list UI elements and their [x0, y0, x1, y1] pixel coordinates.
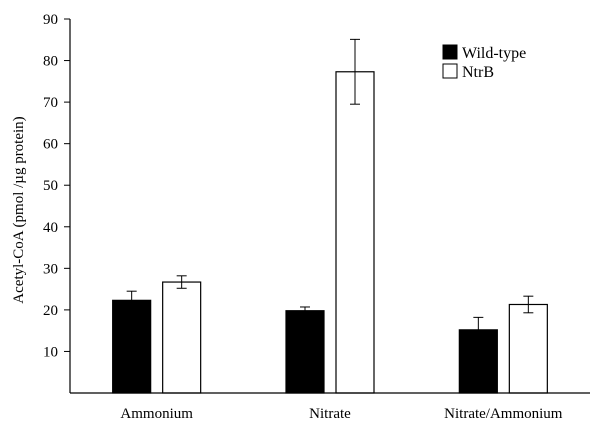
x-category-label-nitrate: Nitrate — [309, 406, 351, 422]
error-bar-wild-type-nitrate-ammonium — [473, 316, 484, 343]
error-bar-ntrb-nitrate-ammonium — [523, 295, 534, 314]
legend-swatch-ntrb — [442, 63, 458, 79]
x-category-label-ammonium: Ammonium — [120, 406, 193, 422]
y-axis-label: Acetyl-CoA (pmol /µg protein) — [11, 116, 27, 303]
y-ticks-layer: 10 20 30 40 50 60 70 80 90 — [43, 12, 70, 360]
bar-wild-type-ammonium — [112, 299, 152, 394]
y-tick-label-60: 60 — [43, 137, 58, 153]
error-bar-ntrb-nitrate — [350, 38, 360, 105]
error-bars-layer — [126, 38, 534, 343]
y-tick-label-70: 70 — [43, 95, 58, 111]
y-tick-label-40: 40 — [43, 220, 58, 236]
legend-label-ntrb: NtrB — [462, 64, 494, 81]
error-bar-wild-type-nitrate — [300, 306, 310, 315]
error-bar-ntrb-ammonium — [176, 275, 187, 289]
axes-layer — [69, 19, 590, 394]
y-tick-label-20: 20 — [43, 303, 58, 319]
x-category-label-nitrate-ammonium: Nitrate/Ammonium — [444, 406, 563, 422]
bar-ntrb-ammonium — [162, 281, 202, 394]
bar-ntrb-nitrate — [335, 71, 375, 394]
bar-ntrb-nitrate-ammonium — [508, 303, 548, 394]
x-labels-layer: Ammonium Nitrate Nitrate/Ammonium — [120, 406, 562, 422]
bar-wild-type-nitrate — [285, 310, 325, 394]
y-tick-label-90: 90 — [43, 12, 58, 28]
y-tick-label-30: 30 — [43, 261, 58, 277]
y-tick-label-10: 10 — [43, 344, 58, 360]
legend-swatch-wild-type — [442, 44, 458, 60]
bars-layer — [112, 71, 548, 394]
legend: Wild-type NtrB — [442, 44, 526, 81]
legend-label-wild-type: Wild-type — [462, 45, 526, 62]
y-tick-label-50: 50 — [43, 178, 58, 194]
y-tick-label-80: 80 — [43, 54, 58, 70]
error-bar-wild-type-ammonium — [126, 290, 137, 310]
